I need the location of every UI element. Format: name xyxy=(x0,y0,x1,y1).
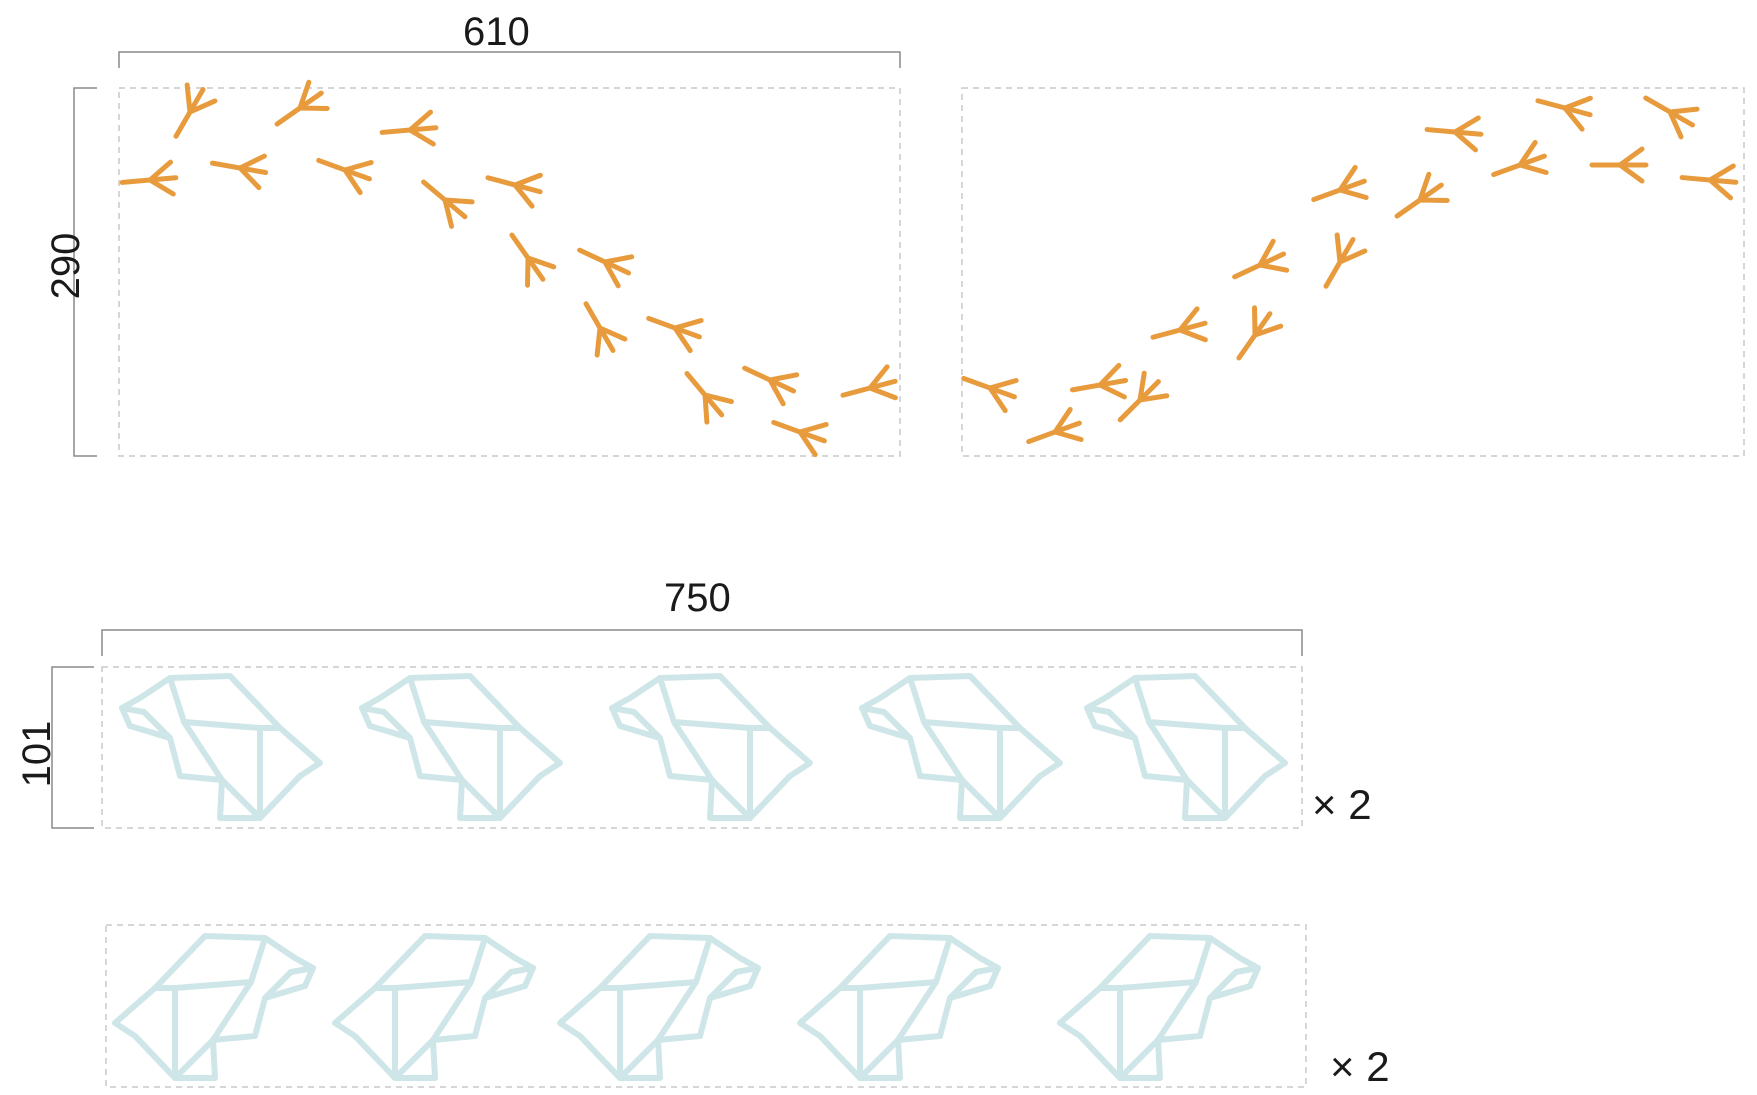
footprint-icon xyxy=(643,303,705,352)
elephant-icon xyxy=(800,936,998,1078)
footprint-icon xyxy=(210,147,269,188)
elephant-icon xyxy=(862,676,1060,818)
footprint-icon xyxy=(313,145,375,194)
elephant-icon xyxy=(1087,676,1285,818)
elephant-row-2 xyxy=(115,936,1258,1078)
elephants-panel-row-1 xyxy=(101,666,1303,829)
footprint-icon xyxy=(1312,231,1367,294)
elephant-icon xyxy=(362,676,560,818)
footprint-icon xyxy=(413,170,475,229)
elephant-icon xyxy=(1060,936,1258,1078)
elephant-row-1-multiplier: × 2 xyxy=(1312,781,1372,828)
footprint-icon xyxy=(1638,84,1701,139)
footprint-icon xyxy=(1228,240,1290,292)
elephant-row-2-multiplier: × 2 xyxy=(1330,1043,1390,1090)
footprint-icon xyxy=(839,366,899,411)
elephant-icon xyxy=(560,936,758,1078)
footprints-height-dimension-line xyxy=(73,87,97,457)
footprint-icon xyxy=(768,407,830,456)
footprint-icon xyxy=(1023,408,1085,457)
footprint-icon xyxy=(1534,85,1594,130)
footprint-icon xyxy=(738,354,800,406)
footprint-icon xyxy=(1426,114,1483,151)
footprint-icon xyxy=(381,112,438,149)
elephants-width-label: 750 xyxy=(664,576,731,620)
footprint-icon xyxy=(1149,308,1209,353)
footprints-height-label: 290 xyxy=(44,232,88,300)
footprint-icon xyxy=(1308,166,1370,215)
footprint-icon xyxy=(1592,149,1646,181)
footprints-width-label: 610 xyxy=(463,10,530,54)
elephants-height-dimension-line xyxy=(51,666,94,829)
footprint-icon xyxy=(675,363,734,425)
elephant-icon xyxy=(612,676,810,818)
footprint-icon xyxy=(484,162,544,207)
elephants-height-label: 101 xyxy=(15,720,59,788)
footprint-icon xyxy=(1388,172,1451,229)
footprints-width-dimension-line xyxy=(118,51,901,68)
footprint-icon xyxy=(121,162,178,199)
footprint-trail-left xyxy=(121,80,900,456)
footprint-icon xyxy=(1070,365,1129,406)
elephant-icon xyxy=(115,936,313,1078)
footprint-icon xyxy=(1488,141,1550,190)
footprints-panel-left xyxy=(118,87,901,457)
footprint-icon xyxy=(1226,305,1283,368)
footprint-icon xyxy=(572,296,627,359)
footprint-trail-right xyxy=(958,84,1737,456)
footprint-icon xyxy=(1681,162,1738,199)
elephant-icon xyxy=(335,936,533,1078)
footprint-icon xyxy=(573,236,635,288)
footprint-icon xyxy=(958,363,1020,412)
elephants-panel-row-2 xyxy=(105,924,1307,1088)
elephant-row-1 xyxy=(122,676,1285,818)
footprint-icon xyxy=(162,81,217,144)
elephant-icon xyxy=(122,676,320,818)
elephants-width-dimension-line xyxy=(101,629,1303,656)
footprints-panel-right xyxy=(961,87,1745,457)
footprint-icon xyxy=(499,226,556,289)
